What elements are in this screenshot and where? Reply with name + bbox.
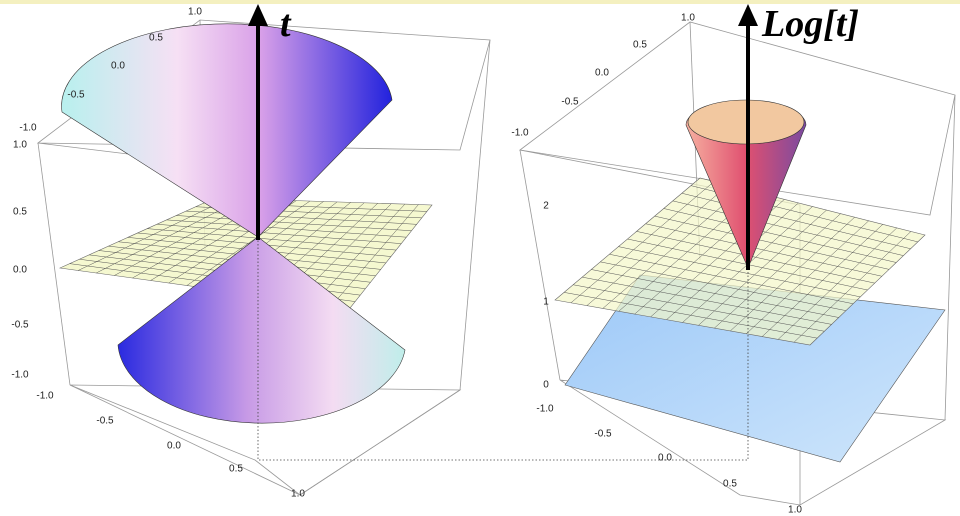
tick-label: 0.5 xyxy=(13,207,27,218)
tick-label: 0.5 xyxy=(149,33,163,44)
tick-label: -0.5 xyxy=(11,320,29,331)
base-surface xyxy=(564,274,946,463)
grid-line xyxy=(698,209,827,326)
connector xyxy=(257,237,749,461)
arrow-head xyxy=(248,4,268,26)
tick-label: 1.0 xyxy=(788,505,802,516)
tick-label: 0.0 xyxy=(167,441,181,452)
tick-label: 2 xyxy=(543,201,549,212)
grid-line xyxy=(147,228,397,251)
tick-label: -0.5 xyxy=(96,416,114,427)
grid-line xyxy=(313,203,406,304)
tick-label: -1.0 xyxy=(19,123,37,134)
tick-label: -0.5 xyxy=(67,90,85,101)
plane xyxy=(554,177,926,346)
arrow-head xyxy=(738,4,758,26)
tick-label: 0.0 xyxy=(111,61,125,72)
grid-line xyxy=(166,219,407,238)
grid-line xyxy=(636,231,875,284)
tick-label: 0.0 xyxy=(13,265,27,276)
top-strip xyxy=(0,0,960,4)
grid-line xyxy=(730,217,855,332)
grid-line xyxy=(663,208,897,263)
grid-line xyxy=(331,204,419,306)
tick-label: -1.0 xyxy=(536,404,554,415)
tick-label: -1.0 xyxy=(11,370,29,381)
grid-line xyxy=(156,224,402,244)
tick-label: -0.5 xyxy=(561,97,579,108)
grid-line xyxy=(176,215,412,231)
tick-label: 1 xyxy=(543,297,549,308)
grid-line xyxy=(645,223,882,277)
tick-label: 0.0 xyxy=(658,453,672,464)
grid-line xyxy=(793,231,912,343)
tick-label: 0.0 xyxy=(595,68,609,79)
tick-label: 1.0 xyxy=(291,489,305,500)
axis-label: t xyxy=(280,3,292,45)
tick-label: 1.0 xyxy=(188,7,202,18)
tick-label: -1.0 xyxy=(36,391,54,402)
tick-label: 1.0 xyxy=(13,140,27,151)
grid-line xyxy=(746,220,869,334)
tick-label: 0.5 xyxy=(723,479,737,490)
grid-line xyxy=(762,224,883,337)
tick-label: 0.5 xyxy=(229,464,243,475)
upper-cone xyxy=(61,23,393,238)
tick-label: -1.0 xyxy=(511,128,529,139)
grid-line xyxy=(777,227,898,340)
tick-label: -0.5 xyxy=(594,429,612,440)
grid-line xyxy=(672,200,904,256)
axis-label: Log[t] xyxy=(761,3,859,45)
grid-line xyxy=(714,213,841,329)
lower-cone xyxy=(117,236,406,424)
grid-line xyxy=(654,215,890,270)
tick-label: 0 xyxy=(543,380,549,391)
tick-label: 1.0 xyxy=(681,13,695,24)
tick-label: 0.5 xyxy=(633,40,647,51)
